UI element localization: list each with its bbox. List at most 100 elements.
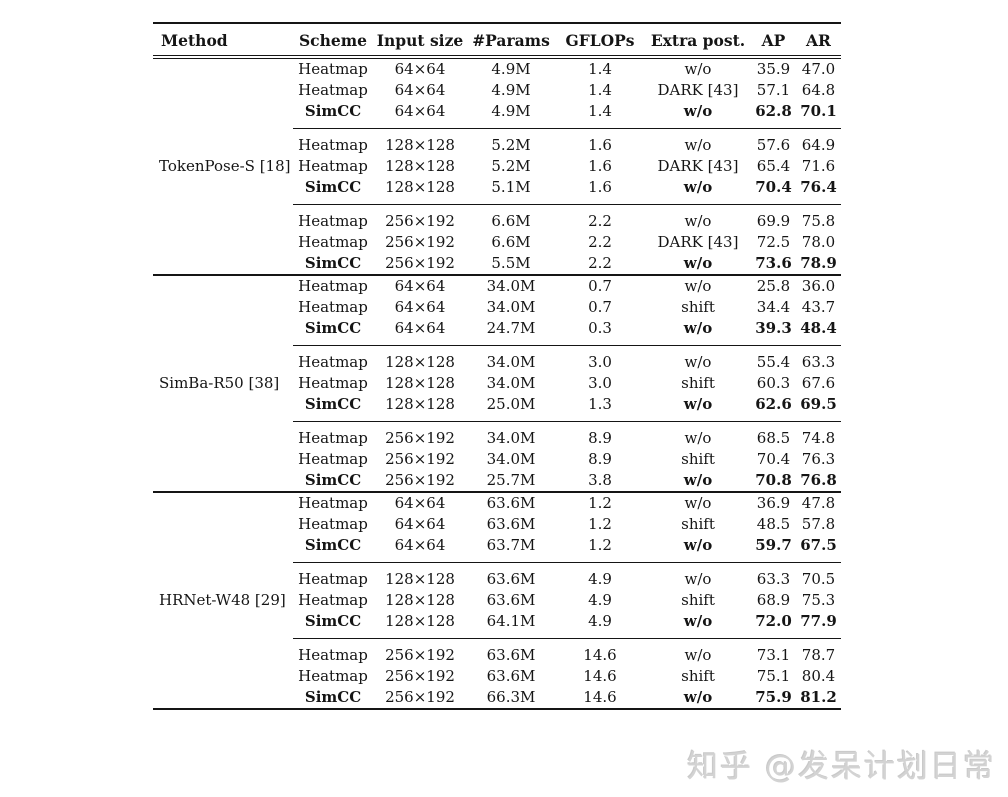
cell-ar: 81.2 (800, 688, 837, 706)
heatmap-row: SimBa-R50 [38] Heatmap 64×64 34.0M 0.7 w/o 25.… (153, 274, 841, 492)
cell-ar: 64.8 (801, 81, 836, 99)
cell-gflops: 1.6 (588, 178, 612, 196)
cell-input-size: 128×128 (385, 612, 455, 630)
header-ar: AR (796, 22, 841, 59)
cell-ar: 67.6 (801, 374, 836, 392)
cell-input-size: 64×64 (394, 298, 446, 316)
cell-input-size: 64×64 (394, 102, 446, 120)
cell-scheme: Heatmap (298, 157, 368, 175)
cell-scheme: SimCC (304, 688, 362, 706)
header-gflops: GFLOPs (555, 22, 645, 59)
cell-extra-post: w/o (645, 638, 751, 666)
cell-scheme: Heatmap (293, 204, 373, 232)
cell-ar: 64.9 (796, 128, 841, 156)
cell-extra-post: w/o (684, 60, 712, 78)
cell-input-size: 64×64 (373, 491, 467, 514)
cell-extra-post: shift (681, 450, 715, 468)
cell-scheme: Heatmap (293, 638, 373, 666)
cell-params: 4.9M (491, 81, 531, 99)
heatmap-row: TokenPose-S [18] Heatmap 64×64 4.9M 1.4 w/o 35… (153, 57, 841, 175)
cell-input-size: 128×128 (385, 178, 455, 196)
cell-params: 63.7M (486, 536, 536, 554)
header-method: Method (153, 22, 293, 59)
cell-input-size: 256×192 (385, 688, 455, 706)
cell-ar: 78.0 (801, 233, 836, 251)
heatmap-row: Heatmap 256×192 63.6M 14.6 w/o 73.1 78.7 (153, 638, 841, 666)
cell-gflops: 1.4 (588, 102, 612, 120)
header-extra-post: Extra post. (645, 22, 751, 59)
cell-scheme: Heatmap (298, 450, 368, 468)
simcc-row: SimCC 256×192 5.5M 2.2 w/o 73.6 78.9 (153, 253, 841, 275)
cell-ap: 73.6 (755, 254, 792, 272)
cell-input-size: 128×128 (385, 157, 455, 175)
cell-extra-post: w/o (683, 102, 713, 120)
cell-scheme: Heatmap (293, 345, 373, 373)
cell-params: 4.9M (491, 60, 531, 78)
cell-ar: 76.8 (800, 471, 837, 489)
cell-extra-post: w/o (645, 204, 751, 232)
cell-ap: 48.5 (756, 515, 791, 533)
cell-input-size: 256×192 (385, 450, 455, 468)
cell-gflops: 8.9 (555, 421, 645, 449)
cell-extra-post: DARK [43] (657, 157, 739, 175)
cell-ap: 25.8 (751, 274, 796, 297)
method-group: TokenPose-S [18] Heatmap 64×64 4.9M 1.4 w/o 35… (153, 57, 841, 275)
cell-ap: 65.4 (756, 157, 791, 175)
cell-params: 5.2M (491, 157, 531, 175)
cell-extra-post: w/o (645, 274, 751, 297)
cell-gflops: 8.9 (588, 450, 612, 468)
cell-extra-post: w/o (645, 562, 751, 590)
cell-params: 34.0M (486, 374, 536, 392)
cell-gflops: 1.3 (588, 395, 612, 413)
cell-input-size: 64×64 (394, 60, 446, 78)
cell-input-size: 256×192 (385, 471, 455, 489)
cell-scheme: SimCC (304, 254, 362, 272)
cell-params: 63.6M (486, 667, 536, 685)
cell-extra-post: w/o (683, 254, 713, 272)
cell-ap: 75.1 (756, 667, 791, 685)
cell-ap: 62.8 (755, 102, 792, 120)
cell-params: 5.5M (491, 254, 531, 272)
cell-gflops: 4.9 (588, 591, 612, 609)
cell-input-size: 128×128 (385, 374, 455, 392)
cell-gflops: 0.7 (588, 298, 612, 316)
table-header: Method Scheme Input size #Params GFLOPs … (153, 22, 841, 59)
cell-scheme: Heatmap (298, 81, 368, 99)
cell-gflops: 1.6 (588, 157, 612, 175)
simcc-row: SimCC 64×64 24.7M 0.3 w/o 39.3 48.4 (153, 318, 841, 346)
cell-gflops: 1.6 (555, 128, 645, 156)
cell-extra-post: shift (681, 298, 715, 316)
cell-ar: 75.8 (796, 204, 841, 232)
heatmap-row: Heatmap 64×64 63.6M 1.2 shift 48.5 57.8 (153, 514, 841, 535)
cell-scheme: Heatmap (293, 562, 373, 590)
cell-extra-post: shift (681, 667, 715, 685)
heatmap-row: Heatmap 128×128 63.6M 4.9 w/o 63.3 70.5 (153, 562, 841, 590)
cell-gflops: 1.2 (588, 515, 612, 533)
cell-scheme: SimCC (304, 612, 362, 630)
cell-gflops: 4.9 (588, 612, 612, 630)
cell-ap: 68.9 (756, 591, 791, 609)
cell-gflops: 4.9 (555, 562, 645, 590)
simcc-row: SimCC 64×64 63.7M 1.2 w/o 59.7 67.5 (153, 535, 841, 563)
header-params: #Params (467, 22, 555, 59)
header-ap: AP (751, 22, 796, 59)
cell-extra-post: w/o (683, 178, 713, 196)
cell-extra-post: shift (681, 374, 715, 392)
cell-scheme: SimCC (304, 395, 362, 413)
cell-extra-post: w/o (645, 128, 751, 156)
cell-input-size: 256×192 (373, 638, 467, 666)
cell-input-size: 128×128 (373, 128, 467, 156)
heatmap-row: Heatmap 128×128 34.0M 3.0 w/o 55.4 63.3 (153, 345, 841, 373)
cell-ar: 67.5 (800, 536, 837, 554)
method-cell: HRNet-W48 [29] (153, 491, 293, 709)
cell-input-size: 128×128 (373, 562, 467, 590)
results-table: Method Scheme Input size #Params GFLOPs … (153, 22, 841, 710)
cell-input-size: 256×192 (385, 254, 455, 272)
cell-ar: 70.5 (796, 562, 841, 590)
cell-scheme: SimCC (304, 536, 362, 554)
heatmap-row: Heatmap 128×128 5.2M 1.6 DARK [43] 65.4 71.6 (153, 156, 841, 177)
cell-ar: 69.5 (800, 395, 837, 413)
cell-input-size: 256×192 (373, 204, 467, 232)
cell-params: 4.9M (491, 102, 531, 120)
cell-ar: 47.0 (801, 60, 836, 78)
